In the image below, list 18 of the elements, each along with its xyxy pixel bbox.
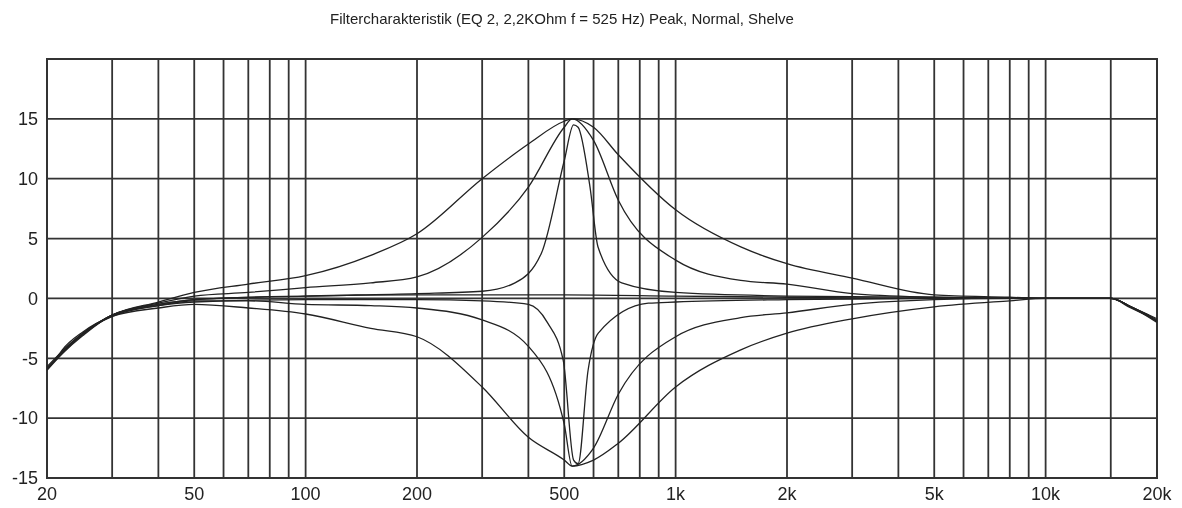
y-tick-label: 0	[27, 288, 38, 309]
x-tick-label: 100	[290, 484, 321, 504]
x-tick-label: 20	[36, 484, 58, 504]
y-tick-label: -15	[11, 468, 38, 489]
y-tick-label: -5	[21, 348, 38, 369]
y-tick-label: 5	[27, 228, 38, 249]
x-tick-label: 50	[184, 484, 205, 504]
chart-title: Filtercharakteristik (EQ 2, 2,2KOhm f = 525 Hz) Peak, Normal, Shelve	[330, 10, 794, 27]
x-tick-label: 10k	[1031, 484, 1062, 504]
x-tick-label: 500	[549, 484, 580, 504]
y-tick-label: 10	[17, 169, 38, 190]
x-tick-label: 200	[401, 484, 433, 504]
y-tick-label: -10	[11, 408, 38, 429]
y-tick-label: 15	[17, 109, 38, 130]
x-tick-label: 1k	[666, 484, 687, 504]
x-tick-label: 2k	[777, 484, 798, 504]
x-tick-label: 5k	[924, 484, 945, 504]
x-tick-label: 20k	[1142, 484, 1173, 504]
